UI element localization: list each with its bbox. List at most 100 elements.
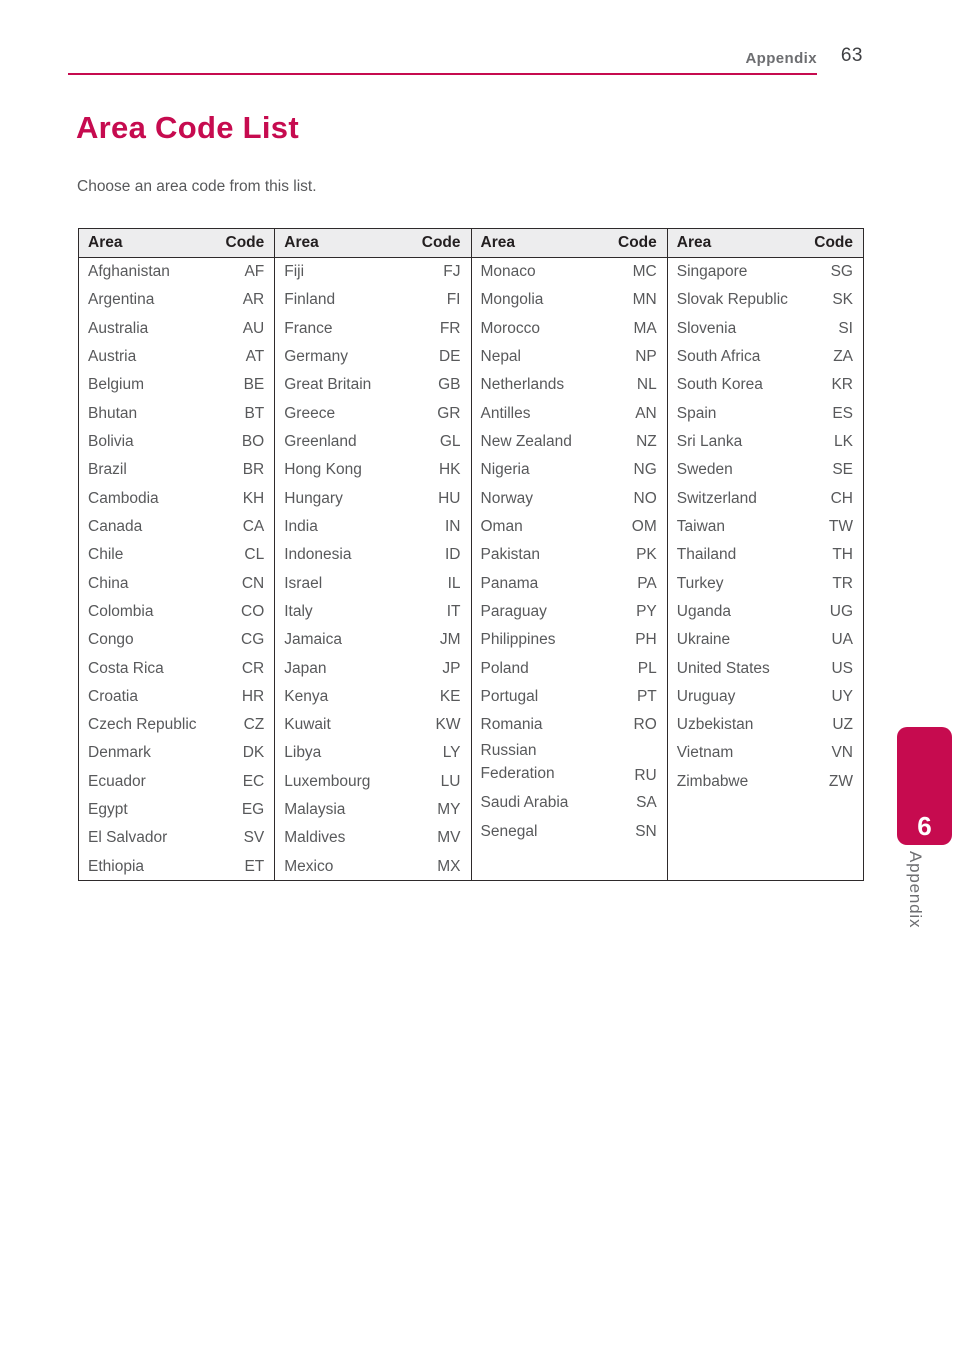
area-code: ZA (833, 348, 853, 366)
table-row: Ukraine UA (668, 626, 863, 654)
area-name: Uganda (676, 602, 732, 620)
area-code: AR (242, 291, 265, 309)
area-code: KR (831, 376, 853, 394)
table-row: Ecuador EC (79, 768, 274, 796)
area-name: Uzbekistan (676, 716, 754, 734)
area-name: Oman (480, 517, 523, 535)
area-name: Fiji (284, 263, 305, 281)
area-code: SK (832, 291, 853, 309)
area-name: Hong Kong (284, 461, 362, 479)
area-name: Slovenia (676, 319, 737, 337)
area-code: UZ (832, 716, 853, 734)
area-name: Senegal (480, 822, 538, 840)
table-row: Italy IT (275, 598, 470, 626)
area-name: Mongolia (480, 291, 544, 309)
area-code: MN (632, 291, 657, 309)
table-row: Afghanistan AF (79, 258, 274, 286)
table-row: Finland FI (275, 286, 470, 314)
area-code: SI (838, 319, 853, 337)
table-row: Turkey TR (668, 569, 863, 597)
area-code: SV (243, 829, 265, 847)
area-code: EC (242, 772, 265, 790)
table-row: Sweden SE (668, 456, 863, 484)
area-code: MC (632, 263, 657, 281)
area-name: France (284, 319, 333, 337)
table-row: Israel IL (275, 569, 470, 597)
area-code: NG (633, 461, 657, 479)
area-code: RO (633, 716, 657, 734)
area-code: PL (637, 659, 657, 677)
area-name: Monaco (480, 263, 536, 281)
area-code: EG (241, 801, 265, 819)
area-name: Ukraine (676, 631, 731, 649)
table-row: Fiji FJ (275, 258, 470, 286)
area-name: Zimbabwe (676, 772, 749, 790)
table-row: Austria AT (79, 343, 274, 371)
area-code: ES (832, 404, 853, 422)
table-row: Saudi Arabia SA (472, 789, 667, 817)
table-row: United States US (668, 654, 863, 682)
column-header-area-label: Area (480, 234, 515, 251)
area-code: IT (446, 602, 461, 620)
table-row: Oman OM (472, 513, 667, 541)
area-code: SA (636, 794, 657, 812)
area-name: Egypt (88, 801, 128, 819)
table-row: Belgium BE (79, 371, 274, 399)
table-row: Ethiopia ET (79, 853, 274, 881)
table-row: Spain ES (668, 400, 863, 428)
area-code: MV (437, 829, 461, 847)
area-code: TW (828, 517, 853, 535)
table-row: Singapore SG (668, 258, 863, 286)
area-name: Norway (480, 489, 534, 507)
area-name: Ecuador (88, 772, 146, 790)
area-code: PY (636, 602, 657, 620)
table-row: Canada CA (79, 513, 274, 541)
area-code: AF (244, 263, 265, 281)
table-row: Indonesia ID (275, 541, 470, 569)
area-name: Afghanistan (88, 263, 170, 281)
table-row: Senegal SN (472, 818, 667, 846)
table-row: Maldives MV (275, 824, 470, 852)
area-name: Argentina (88, 291, 155, 309)
area-name: United States (676, 659, 770, 677)
area-name: Maldives (284, 829, 346, 847)
area-name: Russian Federation (480, 742, 555, 782)
area-name: Taiwan (676, 517, 725, 535)
table-row: France FR (275, 315, 470, 343)
area-code: MA (633, 319, 657, 337)
area-code: AT (245, 348, 265, 366)
area-name: Japan (284, 659, 327, 677)
area-name: Nepal (480, 348, 522, 366)
area-name: El Salvador (88, 829, 168, 847)
area-name: Finland (284, 291, 336, 309)
area-code: SE (832, 461, 853, 479)
table-row: Argentina AR (79, 286, 274, 314)
table-column: Area Code Singapore SG Slovak Republic SK Slov… (667, 229, 863, 880)
area-code: PK (636, 546, 657, 564)
area-name: Thailand (676, 546, 737, 564)
table-row: Mongolia MN (472, 286, 667, 314)
table-row: Vietnam VN (668, 739, 863, 767)
area-code: KE (439, 687, 461, 705)
table-row: Libya LY (275, 739, 470, 767)
area-name: India (284, 517, 318, 535)
table-column: Area Code Monaco MC Mongolia MN Morocco MA Nepal… (471, 229, 668, 880)
table-row: Uganda UG (668, 598, 863, 626)
area-code: SN (635, 822, 657, 840)
table-row: El Salvador SV (79, 824, 274, 852)
area-name: Indonesia (284, 546, 352, 564)
table-row: Norway NO (472, 485, 667, 513)
area-name: Mexico (284, 857, 334, 875)
area-name: Nigeria (480, 461, 530, 479)
table-row: New Zealand NZ (472, 428, 667, 456)
area-code: BT (244, 404, 265, 422)
area-name: Singapore (676, 263, 748, 281)
running-header-page-number: 63 (840, 45, 863, 66)
area-code: PA (637, 574, 657, 592)
table-row: Thailand TH (668, 541, 863, 569)
table-row: Kuwait KW (275, 711, 470, 739)
chapter-tab-label: Appendix (906, 851, 925, 929)
area-code: IN (445, 517, 461, 535)
area-code: NO (633, 489, 657, 507)
area-name: Malaysia (284, 801, 346, 819)
